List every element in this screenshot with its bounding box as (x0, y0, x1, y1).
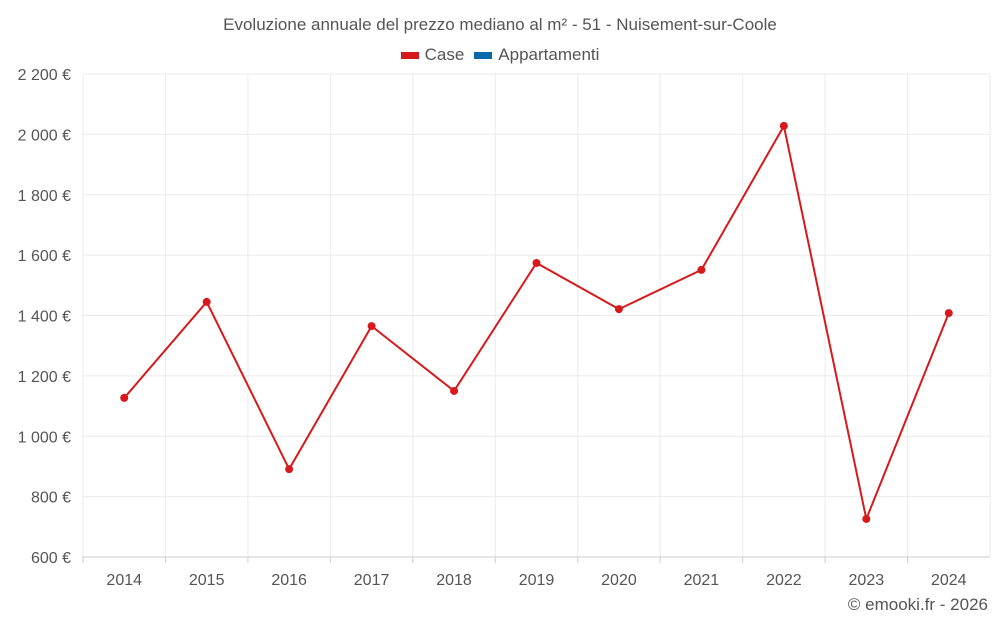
legend-swatch-case (400, 51, 419, 59)
y-tick-label: 800 € (31, 490, 71, 507)
y-tick-label: 2 000 € (18, 127, 71, 144)
legend-swatch-appartamenti (474, 51, 493, 59)
chart-title: Evoluzione annuale del prezzo mediano al… (223, 15, 777, 34)
legend-label-case: Case (424, 45, 465, 64)
x-tick-label: 2020 (601, 572, 637, 589)
x-tick-label: 2022 (766, 572, 802, 589)
data-point (120, 393, 129, 402)
y-tick-label: 1 000 € (18, 429, 71, 446)
legend: Case Appartamenti (0, 45, 1000, 65)
y-tick-label: 600 € (31, 550, 71, 567)
data-point (614, 305, 623, 314)
y-tick-label: 1 800 € (18, 188, 71, 205)
data-point (532, 258, 541, 267)
x-tick-label: 2024 (931, 572, 967, 589)
data-point (697, 265, 706, 274)
x-tick-label: 2015 (189, 572, 225, 589)
x-tick-label: 2017 (354, 572, 390, 589)
x-tick-label: 2021 (684, 572, 720, 589)
credit-text: © emooki.fr - 2026 (847, 595, 988, 614)
legend-item-case[interactable]: Case (400, 45, 465, 65)
data-point (367, 322, 376, 331)
legend-label-appartamenti: Appartamenti (498, 45, 600, 64)
data-point (202, 297, 211, 306)
y-tick-label: 1 600 € (18, 248, 71, 265)
x-tick-label: 2019 (519, 572, 555, 589)
x-tick-label: 2018 (436, 572, 472, 589)
y-tick-label: 1 200 € (18, 369, 71, 386)
x-tick-label: 2023 (849, 572, 885, 589)
x-tick-label: 2016 (271, 572, 307, 589)
y-tick-label: 2 200 € (18, 67, 71, 84)
data-point (944, 309, 953, 318)
x-tick-label: 2014 (106, 572, 142, 589)
data-point (285, 465, 294, 474)
legend-item-appartamenti[interactable]: Appartamenti (474, 45, 599, 65)
data-point (450, 386, 459, 395)
data-point (862, 514, 871, 523)
data-point (779, 121, 788, 130)
y-tick-label: 1 400 € (18, 309, 71, 326)
